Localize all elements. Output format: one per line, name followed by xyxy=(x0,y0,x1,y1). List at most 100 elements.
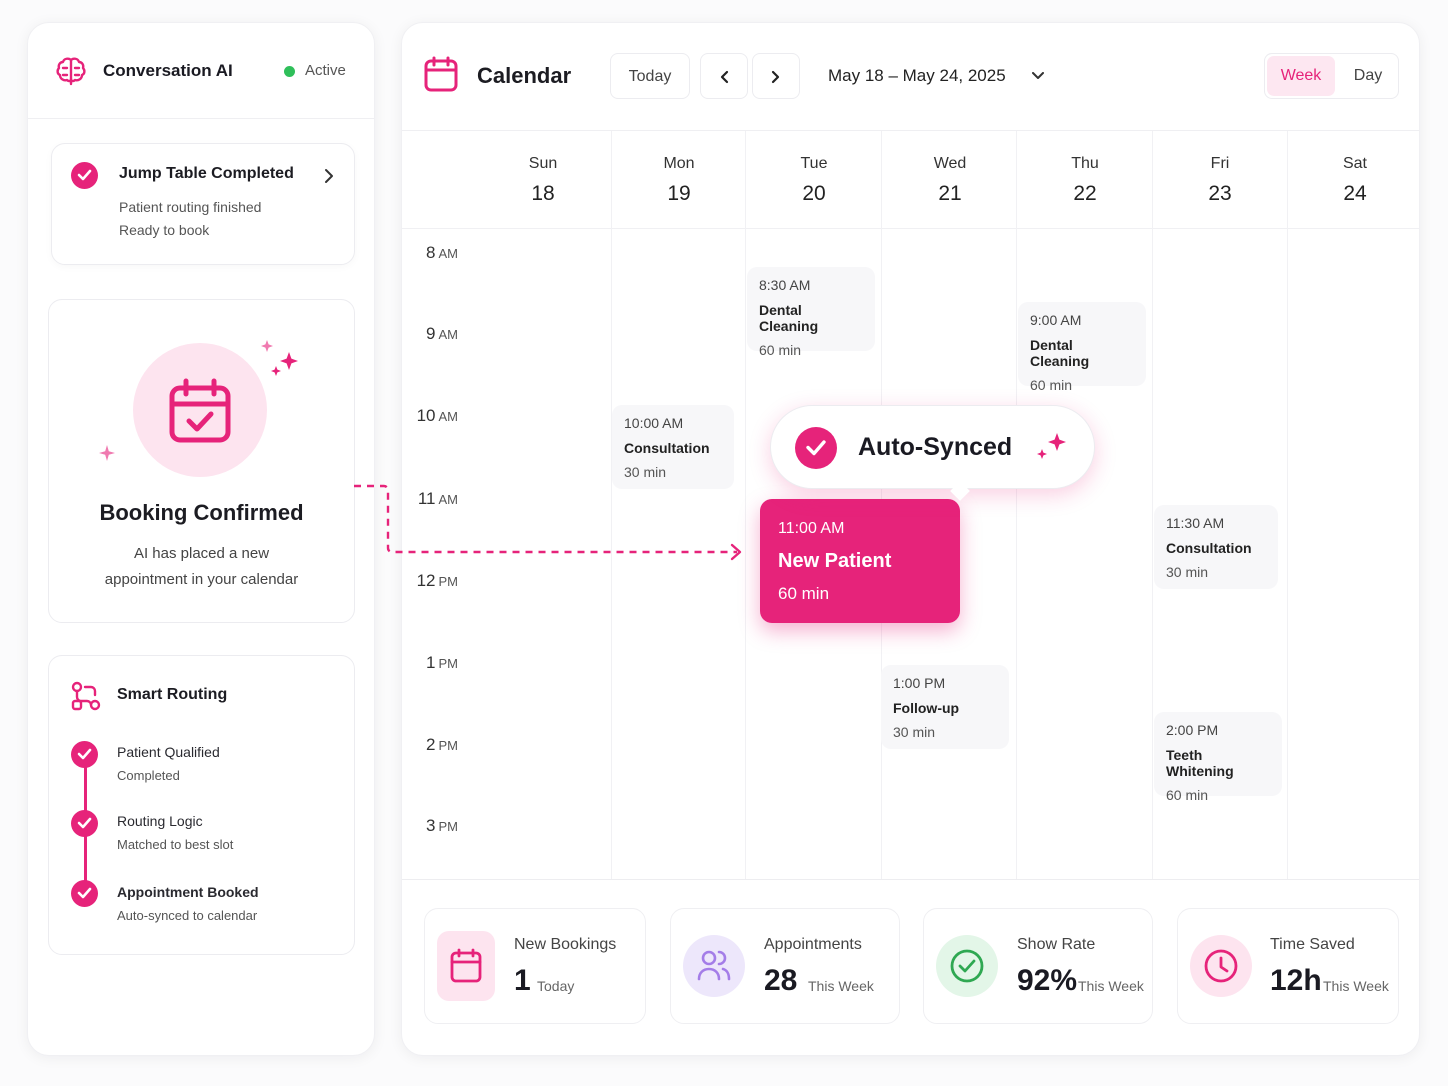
calendar-title: Calendar xyxy=(477,63,572,88)
check-icon xyxy=(71,810,98,837)
booking-title: Booking Confirmed xyxy=(99,500,304,525)
jump-table-line1: Patient routing finished xyxy=(119,199,262,215)
booking-desc-line1: AI has placed a new xyxy=(133,545,270,562)
booking-confirmed-card: Booking Confirmed AI has placed a new ap… xyxy=(48,299,355,623)
check-icon xyxy=(71,741,98,768)
hour-label: 11 AM xyxy=(417,489,458,508)
stat-value: 92% xyxy=(1017,964,1078,997)
sidebar-header: Conversation AI Active xyxy=(28,23,374,119)
hour-label: 2 PM xyxy=(426,735,458,754)
day-header[interactable]: Wed 21 xyxy=(933,155,967,205)
stat-card-new-bookings: New Bookings 1 Today xyxy=(424,908,646,1024)
status-text: Active xyxy=(305,62,346,79)
stat-period: This Week xyxy=(1078,978,1144,994)
step-title: Routing Logic xyxy=(117,813,203,829)
calendar-check-icon xyxy=(169,378,231,443)
smart-routing-card: Smart Routing Patient Qualified Complete… xyxy=(48,655,355,955)
booking-desc-line2: appointment in your calendar xyxy=(104,571,299,588)
stat-period: This Week xyxy=(1323,978,1389,994)
stat-value: 28 xyxy=(764,964,798,997)
clock-icon xyxy=(1190,935,1252,997)
check-icon xyxy=(795,427,837,469)
check-circle-icon xyxy=(936,935,998,997)
chevron-right-icon[interactable] xyxy=(324,168,334,184)
badge-tail xyxy=(950,481,970,501)
sparkle-icon xyxy=(261,340,298,376)
auto-synced-badge: Auto-Synced xyxy=(770,405,1095,501)
calendar-event[interactable]: 9:00 AM Dental Cleaning 60 min xyxy=(1018,302,1146,393)
chevron-down-icon[interactable] xyxy=(1032,72,1044,80)
stat-label: Show Rate xyxy=(1017,936,1096,953)
step-subtitle: Auto-synced to calendar xyxy=(117,908,258,923)
status-dot xyxy=(284,66,295,77)
check-icon xyxy=(71,162,98,189)
day-view-button[interactable]: Day xyxy=(1353,67,1383,84)
stat-value: 12h xyxy=(1270,964,1322,997)
column-line xyxy=(1287,131,1288,879)
step-subtitle: Completed xyxy=(117,768,180,783)
calendar-icon xyxy=(437,931,495,1001)
brain-icon xyxy=(56,57,86,86)
sparkle-icon xyxy=(1037,433,1066,459)
users-icon xyxy=(683,935,745,997)
calendar-panel: Calendar Today May 18 – May 24, 2025 Wee… xyxy=(401,22,1420,1056)
hour-label: 3 PM xyxy=(426,816,458,835)
grid-divider xyxy=(402,879,1419,880)
hour-label: 8 AM xyxy=(426,243,458,262)
day-header[interactable]: Tue 20 xyxy=(800,155,828,205)
app-title: Conversation AI xyxy=(103,61,233,80)
day-header[interactable]: Fri 23 xyxy=(1208,155,1232,205)
grid-divider xyxy=(402,228,1419,229)
calendar-event[interactable]: 10:00 AM Consultation 30 min xyxy=(612,405,734,489)
calendar-event[interactable]: 11:30 AM Consultation 30 min xyxy=(1154,505,1278,589)
hour-label: 1 PM xyxy=(426,653,458,672)
step-title: Patient Qualified xyxy=(117,744,220,760)
calendar-event[interactable]: 8:30 AM Dental Cleaning 60 min xyxy=(747,267,875,358)
auto-synced-label: Auto-Synced xyxy=(858,433,1013,461)
calendar-event[interactable]: 1:00 PM Follow-up 30 min xyxy=(881,665,1009,749)
next-week-button[interactable] xyxy=(752,53,800,99)
chevron-left-icon xyxy=(720,70,729,84)
stat-period: This Week xyxy=(808,978,874,994)
header-divider xyxy=(402,130,1419,131)
today-button[interactable]: Today xyxy=(610,53,690,99)
sidebar-panel: Conversation AI Active Jump Table Comple… xyxy=(27,22,375,1056)
stat-card-time-saved: Time Saved 12h This Week xyxy=(1177,908,1399,1024)
calendar-event[interactable]: 2:00 PM Teeth Whitening 60 min xyxy=(1154,712,1282,803)
jump-table-card[interactable]: Jump Table Completed Patient routing fin… xyxy=(51,143,355,265)
jump-table-title: Jump Table Completed xyxy=(119,165,294,182)
sparkle-icon xyxy=(99,445,115,461)
jump-table-line2: Ready to book xyxy=(119,222,210,238)
routing-title: Smart Routing xyxy=(117,686,228,703)
day-header[interactable]: Mon 19 xyxy=(663,155,695,205)
column-line xyxy=(745,131,746,879)
booking-icon-circle xyxy=(133,343,267,477)
hour-label: 9 AM xyxy=(426,324,458,343)
stat-label: New Bookings xyxy=(514,936,617,953)
stat-label: Time Saved xyxy=(1270,936,1355,953)
stat-value: 1 xyxy=(514,964,531,997)
new-patient-event[interactable]: 11:00 AM New Patient 60 min xyxy=(760,499,960,623)
column-line xyxy=(1016,131,1017,879)
stat-period: Today xyxy=(537,978,575,994)
prev-week-button[interactable] xyxy=(700,53,748,99)
stat-label: Appointments xyxy=(764,936,862,953)
step-title: Appointment Booked xyxy=(117,884,259,900)
stat-card-show-rate: Show Rate 92% This Week xyxy=(923,908,1153,1024)
check-icon xyxy=(71,880,98,907)
day-header[interactable]: Sun 18 xyxy=(528,155,558,205)
hour-label: 12 PM xyxy=(416,571,458,590)
hour-label: 10 AM xyxy=(416,406,458,425)
column-line xyxy=(1152,131,1153,879)
view-toggle: Week Day xyxy=(1264,53,1399,99)
column-line xyxy=(611,131,612,879)
calendar-icon xyxy=(424,56,458,92)
day-header[interactable]: Sat 24 xyxy=(1342,155,1367,205)
day-header[interactable]: Thu 22 xyxy=(1071,155,1099,205)
stat-card-appointments: Appointments 28 This Week xyxy=(670,908,900,1024)
chevron-right-icon xyxy=(771,70,780,84)
week-view-button[interactable]: Week xyxy=(1267,56,1335,96)
step-subtitle: Matched to best slot xyxy=(117,837,234,852)
routing-icon xyxy=(71,681,101,711)
date-range[interactable]: May 18 – May 24, 2025 xyxy=(828,66,1006,85)
